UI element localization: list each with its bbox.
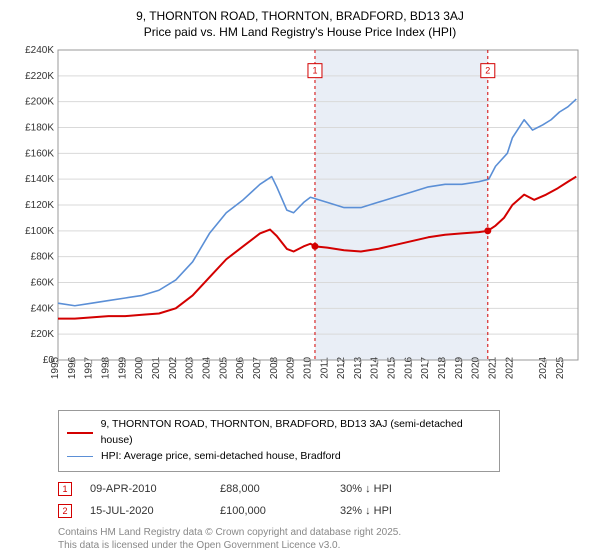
- svg-text:£60K: £60K: [31, 278, 55, 289]
- marker-date-1: 09-APR-2010: [90, 483, 220, 495]
- title-block: 9, THORNTON ROAD, THORNTON, BRADFORD, BD…: [10, 8, 590, 40]
- marker-row-2: 2 15-JUL-2020 £100,000 32% ↓ HPI: [58, 500, 590, 522]
- legend-label-2: HPI: Average price, semi-detached house,…: [101, 449, 341, 465]
- svg-text:£40K: £40K: [31, 304, 55, 315]
- marker-delta-2: 32% ↓ HPI: [340, 505, 470, 517]
- chart-container: 9, THORNTON ROAD, THORNTON, BRADFORD, BD…: [0, 0, 600, 560]
- marker-row-1: 1 09-APR-2010 £88,000 30% ↓ HPI: [58, 478, 590, 500]
- marker-badge-2: 2: [58, 504, 72, 518]
- legend-item-2: HPI: Average price, semi-detached house,…: [67, 449, 491, 465]
- marker-price-2: £100,000: [220, 505, 340, 517]
- legend-swatch-2: [67, 456, 93, 457]
- svg-text:£140K: £140K: [25, 175, 54, 186]
- svg-text:£180K: £180K: [25, 123, 54, 134]
- marker-price-1: £88,000: [220, 483, 340, 495]
- marker-badge-1: 1: [58, 482, 72, 496]
- footer-line2: This data is licensed under the Open Gov…: [58, 539, 590, 552]
- marker-num-1: 1: [62, 484, 67, 494]
- legend-swatch-1: [67, 432, 93, 434]
- legend-item-1: 9, THORNTON ROAD, THORNTON, BRADFORD, BD…: [67, 417, 491, 449]
- legend-label-1: 9, THORNTON ROAD, THORNTON, BRADFORD, BD…: [101, 417, 491, 449]
- marker-date-2: 15-JUL-2020: [90, 505, 220, 517]
- chart-area: £0£20K£40K£60K£80K£100K£120K£140K£160K£1…: [10, 44, 590, 404]
- chart-svg: £0£20K£40K£60K£80K£100K£120K£140K£160K£1…: [10, 44, 590, 404]
- svg-text:£240K: £240K: [25, 45, 54, 56]
- svg-text:£200K: £200K: [25, 97, 54, 108]
- chart-title-line1: 9, THORNTON ROAD, THORNTON, BRADFORD, BD…: [10, 8, 590, 24]
- marker-table: 1 09-APR-2010 £88,000 30% ↓ HPI 2 15-JUL…: [58, 478, 590, 522]
- svg-text:1: 1: [312, 66, 317, 76]
- legend-box: 9, THORNTON ROAD, THORNTON, BRADFORD, BD…: [58, 410, 500, 471]
- svg-text:£120K: £120K: [25, 200, 54, 211]
- svg-text:2: 2: [485, 66, 490, 76]
- svg-text:£100K: £100K: [25, 226, 54, 237]
- svg-text:£220K: £220K: [25, 71, 54, 82]
- marker-delta-1: 30% ↓ HPI: [340, 483, 470, 495]
- marker-num-2: 2: [62, 506, 67, 516]
- chart-title-line2: Price paid vs. HM Land Registry's House …: [10, 24, 590, 40]
- footer-line1: Contains HM Land Registry data © Crown c…: [58, 526, 590, 539]
- svg-text:£20K: £20K: [31, 330, 55, 341]
- svg-text:£160K: £160K: [25, 149, 54, 160]
- svg-text:£80K: £80K: [31, 252, 55, 263]
